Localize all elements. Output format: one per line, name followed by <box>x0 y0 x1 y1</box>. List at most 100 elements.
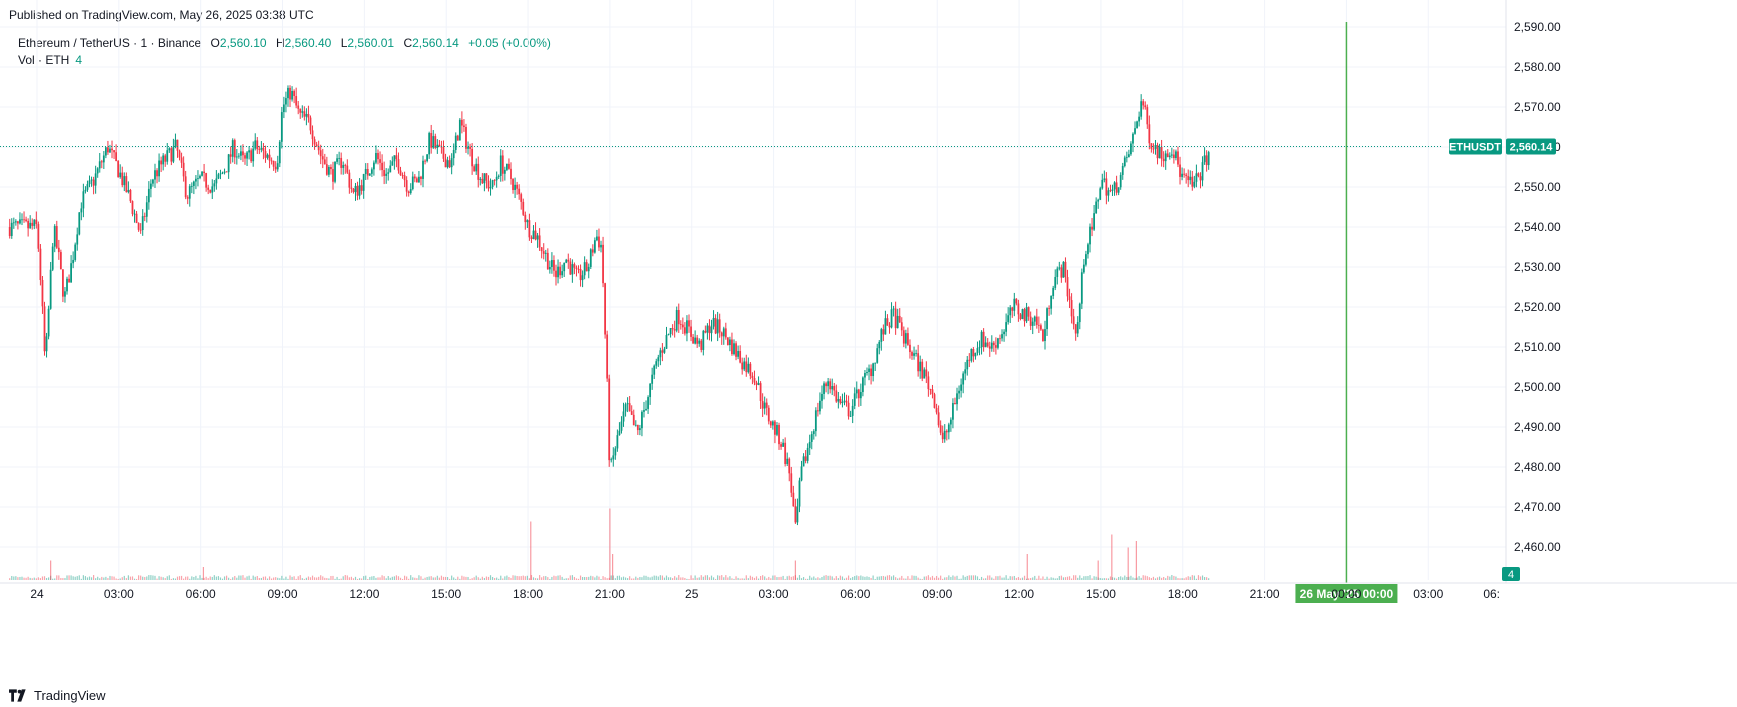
volume-bar <box>514 575 516 580</box>
candle-body <box>749 363 752 376</box>
candle-body <box>217 174 220 179</box>
volume-bar <box>1124 575 1126 580</box>
x-tick-label: 03:00 <box>1413 587 1443 601</box>
volume-bar <box>150 575 152 580</box>
volume-bar <box>1099 578 1101 580</box>
candle-body <box>647 397 649 409</box>
candle-body <box>941 432 944 440</box>
candle-body <box>479 178 482 180</box>
volume-bar <box>545 576 547 580</box>
candle-body <box>544 252 547 254</box>
price-axis[interactable]: 2,460.00 2,470.00 2,480.00 2,490.00 2,500.00… <box>1449 0 1561 583</box>
low-value: 2,560.01 <box>347 36 395 50</box>
x-tick-label: 25 <box>685 587 699 601</box>
y-tick-label: 2,460.00 <box>1514 540 1561 554</box>
volume-spike <box>609 508 611 580</box>
volume-bar <box>318 576 320 580</box>
candle-body <box>751 375 754 379</box>
candle-body <box>119 172 122 178</box>
candle-body <box>851 405 854 416</box>
candle-body <box>62 269 64 297</box>
volume-bar <box>1191 575 1193 580</box>
volume-bar <box>74 576 76 580</box>
volume-bar <box>316 577 318 580</box>
symbol-label[interactable]: Ethereum / TetherUS · 1 · Binance <box>18 36 202 50</box>
candle-body <box>41 280 44 307</box>
volume-bar <box>991 577 993 580</box>
volume-bar <box>978 578 981 580</box>
time-axis[interactable]: 24 03:00 06:00 09:00 12:00 15:00 18:00 21:00 25 0… <box>0 582 1737 601</box>
candle-body <box>546 252 549 270</box>
volume-bar <box>590 575 592 580</box>
candle-body <box>956 393 958 405</box>
volume-label[interactable]: Vol · ETH <box>18 53 70 67</box>
volume-bar <box>925 576 927 580</box>
candle-body <box>992 342 995 346</box>
volume-bar <box>379 577 381 580</box>
volume-bar <box>1150 578 1152 580</box>
candle-body <box>1168 155 1171 158</box>
volume-bar <box>549 578 551 580</box>
candle-body <box>280 112 283 142</box>
volume-bar <box>1128 576 1130 580</box>
volume-bar <box>520 576 522 580</box>
candle-body <box>757 383 760 385</box>
candle-body <box>282 104 285 113</box>
candle-body <box>741 362 744 370</box>
volume-bar <box>944 577 946 580</box>
close-value: 2,560.14 <box>412 36 459 50</box>
y-tick-label: 2,520.00 <box>1514 300 1561 314</box>
tradingview-footer[interactable]: TradingView <box>9 688 106 703</box>
volume-bar <box>197 578 199 580</box>
candle-body <box>152 179 154 184</box>
volume-bar <box>1068 576 1071 580</box>
volume-bar <box>733 578 735 580</box>
volume-bar <box>127 575 129 580</box>
volume-bar <box>158 576 160 580</box>
candle-body <box>291 90 293 100</box>
candle-body <box>463 125 465 127</box>
candle-body <box>794 506 797 523</box>
candle-body <box>72 259 75 264</box>
candle-body <box>739 351 742 363</box>
candle-body <box>452 149 455 159</box>
candle-body <box>577 268 580 270</box>
candle-body <box>677 310 680 325</box>
candle-body <box>299 108 302 113</box>
volume-bar <box>935 575 938 580</box>
candle-body <box>1132 133 1134 144</box>
volume-bar <box>555 576 557 580</box>
candle-body <box>1144 105 1147 108</box>
volume-bar <box>966 575 968 580</box>
candle-body <box>227 154 230 173</box>
candle-body <box>966 359 969 370</box>
candle-body <box>1103 178 1106 180</box>
candle-body <box>618 430 621 436</box>
volume-bar <box>974 575 977 580</box>
candle-body <box>731 339 733 355</box>
candle-body <box>714 317 717 334</box>
tradingview-logo-icon <box>9 689 26 702</box>
volume-bar <box>729 576 731 580</box>
y-tick-label: 2,590.00 <box>1514 20 1561 34</box>
volume-bar <box>348 577 350 580</box>
volume-bar <box>207 578 209 580</box>
volume-bar <box>608 577 610 580</box>
candle-body <box>182 162 185 177</box>
volume-bar <box>1091 578 1093 580</box>
candle-body <box>266 154 269 158</box>
candle-body <box>231 140 234 157</box>
candle-body <box>438 144 441 147</box>
volume-bar <box>80 578 82 580</box>
candle-body <box>1170 154 1173 156</box>
volume-bar <box>837 578 839 580</box>
candle-body <box>102 155 105 163</box>
volume-bar <box>213 575 215 580</box>
candle-body <box>1158 147 1161 159</box>
candle-body <box>978 347 981 349</box>
candle-body <box>344 165 347 166</box>
candle-body <box>884 318 887 335</box>
candle-body <box>970 349 973 361</box>
volume-bar <box>573 576 576 580</box>
